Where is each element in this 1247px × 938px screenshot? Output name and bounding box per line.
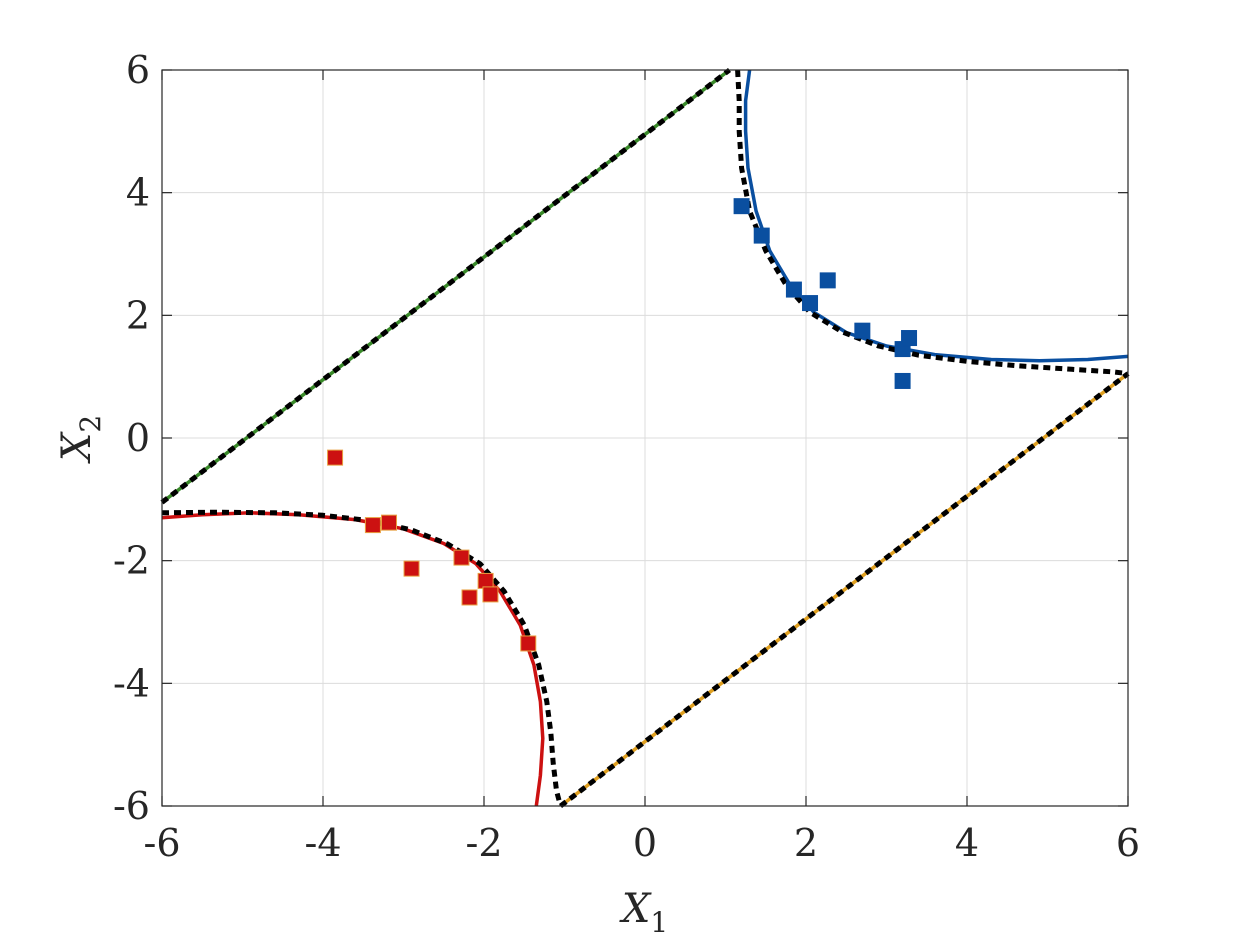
y-tick-label: 2 [126, 293, 150, 337]
y-tick-label: 4 [126, 171, 150, 215]
x-tick-label: -6 [143, 821, 180, 865]
x-tick-label: 2 [794, 821, 818, 865]
marker-series-9-point-0 [733, 198, 750, 215]
marker-series-8-point-2 [381, 514, 398, 531]
marker-series-8-point-0 [327, 449, 344, 466]
y-tick-label: -6 [113, 784, 150, 828]
axis-ticks: -6 -4 -2 0 2 4 6 -6 -4 -2 0 2 4 6 [113, 48, 1140, 865]
dashed-curve-4 [160, 68, 732, 505]
x-tick-label: 0 [633, 821, 657, 865]
series-layer [160, 68, 1130, 808]
marker-series-9-point-1 [753, 227, 770, 244]
marker-series-9-point-3 [802, 295, 819, 312]
marker-series-9-point-8 [894, 372, 911, 389]
marker-series-8-point-4 [453, 549, 470, 566]
solid-curve-3 [743, 69, 1129, 363]
marker-series-9-point-4 [819, 272, 836, 289]
marker-series-8-point-1 [364, 517, 381, 534]
solid-curve-2 [161, 511, 545, 807]
dashed-curve-6 [161, 509, 563, 807]
dashed-curve-7 [735, 69, 1129, 377]
x-tick-label: 4 [955, 821, 979, 865]
marker-series-8-point-7 [482, 586, 499, 603]
y-tick-label: 0 [126, 416, 150, 460]
marker-series-9-point-2 [785, 281, 802, 298]
dashed-curve-5 [558, 371, 1130, 808]
y-tick-label: 6 [126, 48, 150, 92]
x-tick-label: -2 [465, 821, 502, 865]
grid-lines [161, 69, 1129, 807]
marker-series-9-point-5 [854, 322, 871, 339]
marker-series-9-point-7 [901, 330, 918, 347]
y-tick-label: -4 [113, 661, 150, 705]
marker-series-8-point-5 [461, 589, 478, 606]
marker-series-8-point-3 [403, 560, 420, 577]
marker-series-8-point-6 [477, 572, 494, 589]
x-axis-label: X1 [619, 886, 668, 938]
y-tick-label: -2 [113, 539, 150, 583]
y-axis-label: X2 [54, 415, 107, 464]
marker-series-8-point-8 [520, 635, 537, 652]
x-tick-label: -4 [304, 821, 341, 865]
x-tick-label: 6 [1116, 821, 1140, 865]
